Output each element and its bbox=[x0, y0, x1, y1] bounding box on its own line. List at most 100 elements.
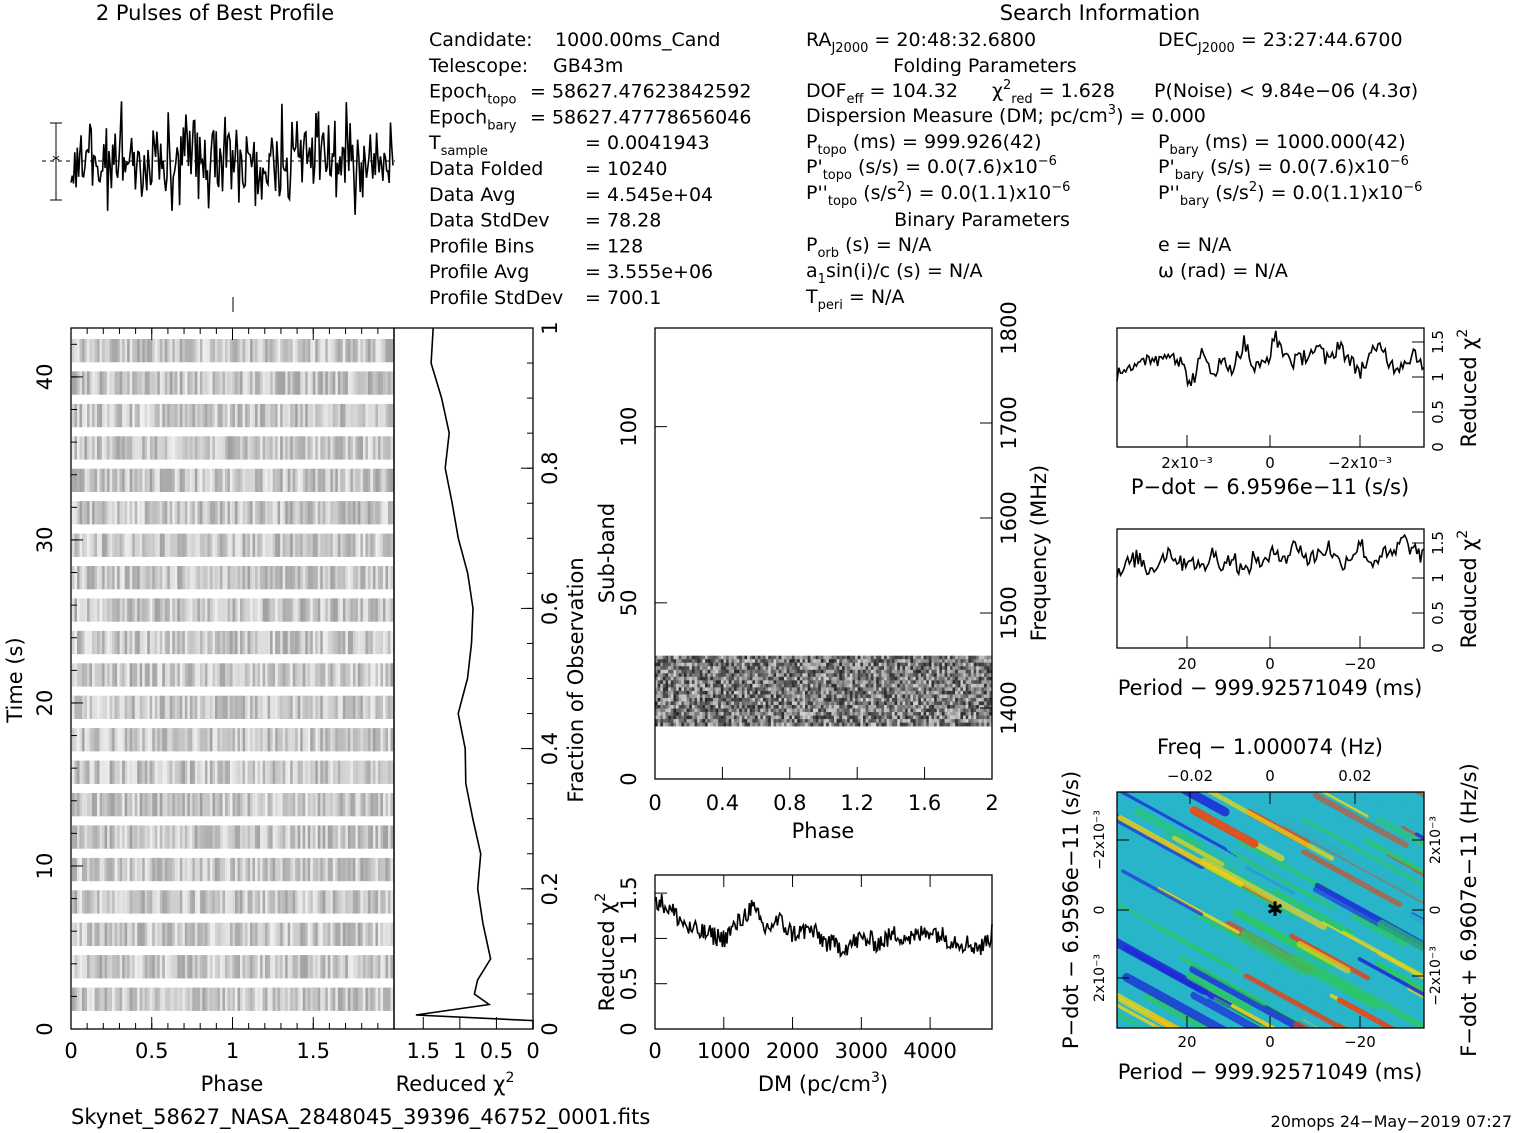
subband-cell bbox=[776, 680, 780, 685]
time-phase-cell bbox=[134, 501, 138, 525]
time-phase-cell bbox=[214, 468, 218, 492]
time-phase-cell bbox=[139, 468, 143, 492]
time-phase-cell bbox=[154, 566, 158, 590]
subband-cell bbox=[978, 655, 982, 660]
time-phase-cell bbox=[197, 987, 201, 1011]
time-phase-cell bbox=[255, 468, 258, 492]
time-phase-cell bbox=[305, 533, 309, 557]
subband-cell bbox=[834, 708, 837, 713]
subband-cell bbox=[768, 687, 772, 692]
time-phase-cell bbox=[109, 728, 113, 752]
time-phase-cell bbox=[137, 371, 141, 395]
subband-cell bbox=[865, 673, 869, 678]
time-phase-cell bbox=[187, 533, 191, 557]
time-phase-cell bbox=[365, 728, 369, 752]
subband-cell bbox=[897, 708, 901, 713]
x-tick-label: 0.5 bbox=[135, 1039, 168, 1063]
time-phase-cell bbox=[122, 890, 125, 914]
subband-cell bbox=[963, 705, 966, 709]
subband-cell bbox=[812, 712, 816, 716]
time-phase-cell bbox=[300, 468, 304, 492]
subband-cell bbox=[928, 697, 932, 702]
time-phase-cell bbox=[265, 793, 268, 817]
time-phase-cell bbox=[237, 728, 241, 752]
time-phase-cell bbox=[104, 793, 108, 817]
time-phase-cell bbox=[152, 728, 156, 752]
time-phase-cell bbox=[132, 501, 135, 525]
time-phase-cell bbox=[287, 339, 291, 363]
time-phase-cell bbox=[72, 533, 75, 557]
time-phase-cell bbox=[219, 566, 223, 590]
time-phase-cell bbox=[137, 793, 141, 817]
subband-cell bbox=[749, 712, 753, 716]
subband-cell bbox=[849, 666, 853, 671]
subband-cell bbox=[886, 697, 890, 702]
subband-cell bbox=[678, 683, 682, 688]
time-phase-cell bbox=[149, 793, 153, 817]
time-phase-cell bbox=[82, 922, 85, 946]
subband-cell bbox=[733, 694, 737, 699]
subband-cell bbox=[726, 659, 730, 664]
subband-cell bbox=[686, 687, 690, 692]
time-phase-cell bbox=[390, 695, 394, 719]
subband-cell bbox=[755, 655, 758, 660]
time-phase-cell bbox=[84, 566, 88, 590]
time-phase-cell bbox=[242, 501, 246, 525]
time-phase-cell bbox=[367, 339, 371, 363]
subband-cell bbox=[670, 683, 674, 688]
subband-cell bbox=[910, 697, 914, 702]
time-phase-cell bbox=[377, 403, 381, 428]
time-phase-cell bbox=[94, 955, 98, 979]
time-phase-cell bbox=[295, 468, 299, 492]
subband-cell bbox=[826, 697, 830, 702]
time-phase-cell bbox=[322, 436, 326, 460]
subband-cell bbox=[989, 690, 993, 695]
subband-cell bbox=[789, 669, 793, 674]
subband-cell bbox=[797, 712, 801, 716]
time-phase-cell bbox=[287, 436, 291, 460]
subband-cell bbox=[936, 697, 940, 702]
time-phase-cell bbox=[97, 663, 100, 687]
pdot-topo: P'topo (s/s) = 0.0(7.6)x10−6 bbox=[806, 154, 1057, 183]
time-phase-cell bbox=[82, 403, 85, 428]
subband-cell bbox=[868, 705, 872, 709]
subband-cell bbox=[678, 666, 682, 671]
time-phase-cell bbox=[250, 598, 253, 622]
time-phase-cell bbox=[142, 371, 146, 395]
time-phase-cell bbox=[159, 371, 163, 395]
time-phase-cell bbox=[174, 533, 178, 557]
subband-cell bbox=[676, 712, 679, 716]
time-phase-cell bbox=[342, 728, 346, 752]
time-phase-cell bbox=[152, 598, 156, 622]
time-phase-cell bbox=[380, 955, 384, 979]
time-phase-cell bbox=[184, 825, 188, 849]
time-phase-cell bbox=[137, 987, 141, 1011]
subband-cell bbox=[881, 669, 885, 674]
subband-cell bbox=[884, 680, 887, 685]
time-phase-cell bbox=[114, 955, 118, 979]
time-phase-cell bbox=[109, 922, 113, 946]
time-phase-cell bbox=[347, 663, 351, 687]
time-phase-cell bbox=[142, 728, 146, 752]
time-phase-cell bbox=[295, 436, 299, 460]
time-phase-cell bbox=[147, 630, 151, 655]
time-phase-cell bbox=[300, 339, 304, 363]
time-phase-cell bbox=[112, 403, 115, 428]
subband-cell bbox=[905, 708, 909, 713]
time-phase-cell bbox=[137, 955, 141, 979]
subband-cell bbox=[889, 697, 893, 702]
time-phase-cell bbox=[317, 403, 321, 428]
subband-cell bbox=[731, 701, 735, 706]
time-phase-cell bbox=[227, 825, 231, 849]
subband-cell bbox=[805, 662, 808, 667]
time-phase-cell bbox=[212, 663, 216, 687]
time-phase-cell bbox=[347, 630, 351, 655]
time-phase-cell bbox=[154, 630, 158, 655]
subband-cell bbox=[820, 662, 824, 667]
subband-cell bbox=[657, 697, 661, 702]
info-value: GB43m bbox=[553, 55, 623, 77]
time-phase-cell bbox=[97, 760, 100, 784]
subband-cell bbox=[712, 676, 716, 681]
subband-cell bbox=[826, 705, 830, 709]
subband-cell bbox=[760, 659, 764, 664]
